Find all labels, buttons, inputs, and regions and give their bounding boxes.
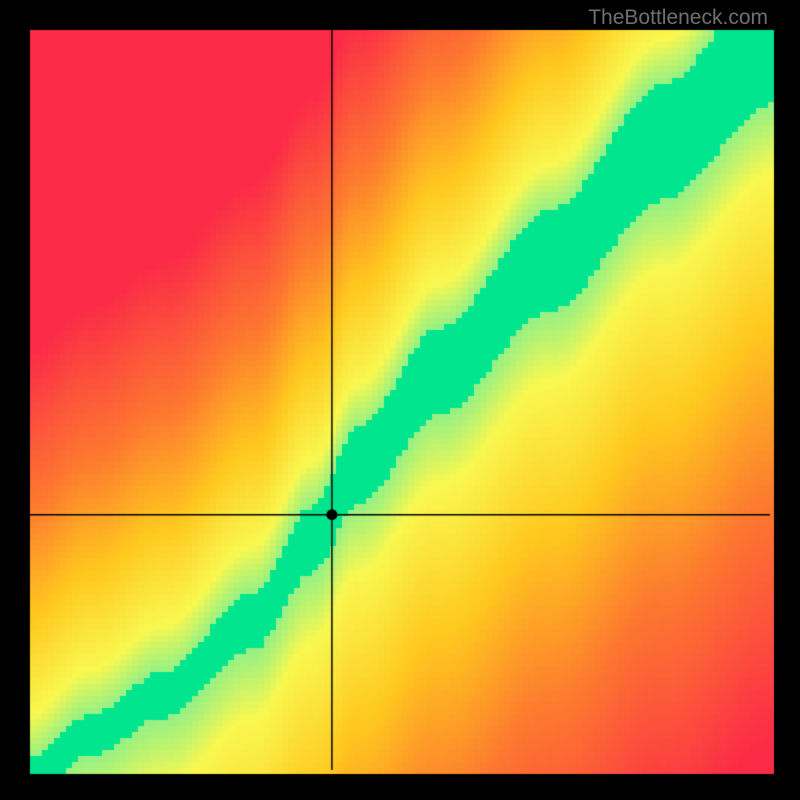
bottleneck-heatmap xyxy=(0,0,800,800)
watermark-label: TheBottleneck.com xyxy=(588,6,768,30)
chart-container: TheBottleneck.com xyxy=(0,0,800,800)
